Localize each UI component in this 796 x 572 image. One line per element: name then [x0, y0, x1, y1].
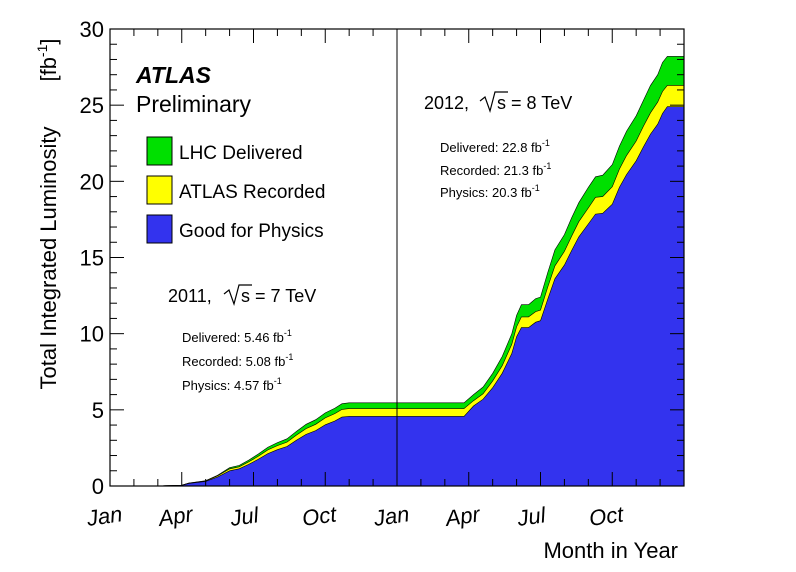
- legend-swatch-recorded: [146, 175, 173, 205]
- x-axis-title: Month in Year: [543, 538, 678, 563]
- experiment-label: ATLAS: [135, 62, 212, 88]
- x-tick-label: Apr: [442, 501, 483, 531]
- y-tick-label: 15: [80, 246, 104, 271]
- outline-lhc-delivered: [110, 56, 684, 487]
- y-tick-label: 10: [80, 322, 104, 347]
- y-tick-label: 0: [92, 474, 104, 499]
- x-tick-label: Jan: [84, 501, 124, 531]
- y-tick-label: 5: [92, 398, 104, 423]
- legend-swatch-delivered: [146, 136, 173, 166]
- x-tick-label: Oct: [587, 501, 625, 531]
- annotation-2012-delivered: Delivered: 22.8 fb-1: [440, 138, 550, 155]
- y-tick-label: 30: [80, 17, 104, 42]
- x-tick-label: Oct: [300, 501, 338, 531]
- outline-good-for-physics: [110, 106, 684, 487]
- legend-swatch-physics: [146, 214, 173, 244]
- y-tick-label: 20: [80, 169, 104, 194]
- annotation-2011-title-suffix: s = 7 TeV: [241, 286, 316, 306]
- sqrt-symbol-2012: [479, 91, 508, 114]
- annotation-2012-title-suffix: s = 8 TeV: [497, 93, 572, 113]
- legend-label-physics: Good for Physics: [179, 221, 324, 242]
- x-tick-label: Jan: [371, 501, 411, 531]
- outline-atlas-recorded: [110, 85, 684, 487]
- x-tick-label: Apr: [155, 501, 196, 531]
- x-tick-label: Jul: [515, 502, 548, 531]
- area-good-for-physics: [110, 106, 684, 486]
- y-tick-label: 25: [80, 93, 104, 118]
- legend-label-recorded: ATLAS Recorded: [179, 182, 325, 203]
- annotation-2011-physics: Physics: 4.57 fb-1: [182, 376, 282, 393]
- annotation-2012-recorded: Recorded: 21.3 fb-1: [440, 161, 551, 178]
- legend: LHC Delivered ATLAS Recorded Good for Ph…: [146, 136, 325, 244]
- x-tick-label: Jul: [228, 502, 261, 531]
- annotation-2012-physics: Physics: 20.3 fb-1: [440, 183, 540, 200]
- y-axis-ticks: 0 5 10 15 20 25 30: [80, 17, 684, 499]
- annotation-2011-recorded: Recorded: 5.08 fb-1: [182, 352, 293, 369]
- area-series-group: [110, 56, 684, 487]
- sqrt-symbol-2011: [223, 284, 252, 307]
- annotation-2012-title-prefix: 2012,: [424, 93, 469, 113]
- y-axis-unit: [fb-1]: [34, 38, 61, 81]
- status-label: Preliminary: [136, 91, 252, 117]
- annotation-2011: 2011, s = 7 TeV Delivered: 5.46 fb-1 Rec…: [168, 284, 316, 393]
- y-axis-title: Total Integrated Luminosity: [36, 127, 61, 390]
- x-axis-ticks: Jan Apr Jul Oct Jan Apr Jul Oct: [84, 29, 685, 531]
- annotation-2011-title-prefix: 2011,: [168, 286, 212, 306]
- legend-label-delivered: LHC Delivered: [179, 143, 303, 164]
- annotation-2012: 2012, s = 8 TeV Delivered: 22.8 fb-1 Rec…: [424, 91, 572, 200]
- annotation-2011-delivered: Delivered: 5.46 fb-1: [182, 328, 292, 345]
